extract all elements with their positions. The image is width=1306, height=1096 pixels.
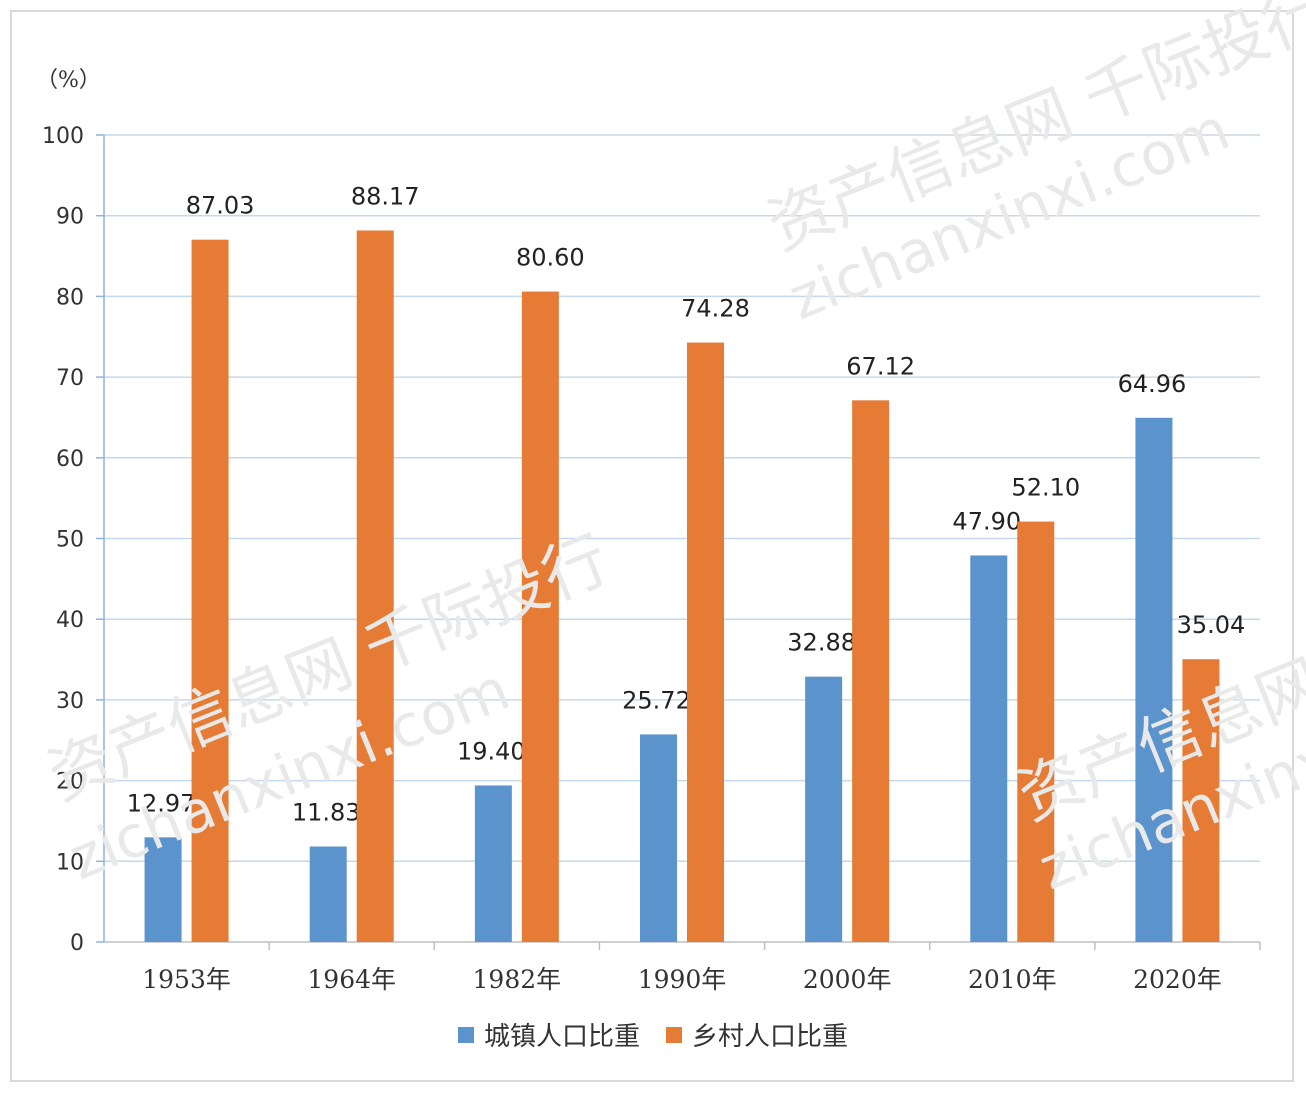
bar-urban [474, 785, 512, 942]
data-label: 19.40 [457, 737, 526, 765]
bar-rural [687, 342, 724, 942]
y-tick-label: 60 [56, 447, 84, 472]
data-label: 64.96 [1118, 370, 1187, 398]
bar-rural [521, 291, 559, 943]
y-tick-label: 30 [56, 689, 84, 714]
x-tick-label: 2000年 [803, 965, 892, 994]
y-tick-label: 40 [56, 608, 84, 633]
bar-urban [970, 555, 1008, 942]
bar-urban [640, 734, 677, 942]
legend-label-rural: 乡村人口比重 [692, 1022, 849, 1052]
bar-rural [356, 230, 394, 943]
data-label: 67.12 [846, 352, 915, 380]
data-label: 35.04 [1177, 611, 1246, 639]
x-tick-label: 2010年 [968, 965, 1057, 994]
legend-swatch-rural [666, 1026, 682, 1043]
y-tick-label: 70 [56, 366, 84, 391]
bar-rural [1182, 659, 1220, 942]
legend-label-urban: 城镇人口比重 [483, 1022, 640, 1052]
y-tick-label: 10 [56, 850, 84, 875]
data-label: 32.88 [787, 629, 856, 657]
y-tick-label: 0 [70, 931, 84, 956]
data-label: 52.10 [1011, 474, 1080, 502]
data-label: 87.03 [186, 192, 255, 220]
y-tick-label: 50 [56, 528, 84, 553]
x-tick-label: 2020年 [1133, 965, 1222, 994]
y-axis-unit-label: （%） [36, 68, 101, 93]
y-tick-label: 80 [56, 285, 84, 310]
x-tick-label: 1953年 [142, 965, 231, 994]
data-label: 74.28 [681, 295, 750, 323]
y-tick-label: 20 [56, 770, 84, 795]
legend: 城镇人口比重 乡村人口比重 [0, 1016, 1306, 1053]
bar-urban [144, 837, 182, 942]
x-tick-label: 1990年 [638, 965, 727, 994]
data-label: 25.72 [622, 686, 691, 714]
bar-urban [309, 846, 347, 942]
bar-rural [1017, 521, 1055, 942]
data-label: 80.60 [516, 244, 585, 272]
legend-swatch-urban [457, 1026, 474, 1043]
data-label: 47.90 [952, 507, 1021, 535]
data-label: 11.83 [292, 799, 361, 827]
legend-item-rural[interactable]: 乡村人口比重 [666, 1016, 848, 1053]
x-tick-label: 1964年 [307, 965, 396, 994]
bar-urban [1135, 417, 1173, 942]
legend-item-urban[interactable]: 城镇人口比重 [457, 1016, 640, 1053]
y-tick-label: 100 [42, 124, 84, 149]
data-label: 88.17 [351, 182, 420, 210]
bar-rural [852, 400, 890, 942]
bar-rural [191, 239, 229, 942]
data-label: 12.97 [127, 789, 196, 817]
x-tick-label: 1982年 [473, 965, 562, 994]
y-tick-label: 90 [56, 205, 84, 230]
bar-urban [805, 676, 843, 942]
